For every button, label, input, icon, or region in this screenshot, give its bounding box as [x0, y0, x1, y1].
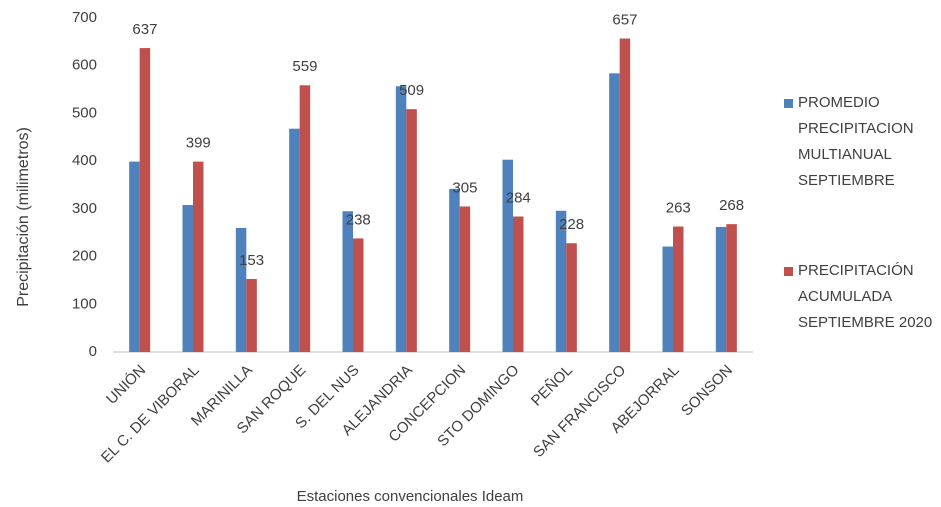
- value-label: 228: [559, 216, 584, 233]
- value-label: 268: [719, 197, 744, 214]
- bar: [555, 210, 567, 352]
- value-label: 637: [132, 21, 157, 38]
- legend-label: PROMEDIO PRECIPITACION MULTIANUAL SEPTIE…: [798, 94, 914, 189]
- x-axis-title: Estaciones convencionales Ideam: [297, 488, 524, 505]
- y-tick-label: 700: [72, 9, 97, 26]
- y-tick-label: 500: [72, 104, 97, 121]
- bar: [289, 128, 300, 352]
- value-label: 263: [666, 199, 691, 216]
- legend-label: PRECIPITACIÓN ACUMULADA SEPTIEMBRE 2020: [798, 262, 933, 331]
- bar: [299, 85, 311, 352]
- bar: [395, 86, 407, 352]
- bar: [449, 188, 460, 352]
- y-tick-label: 300: [72, 200, 97, 217]
- x-tick-label: PEÑOL: [528, 362, 576, 410]
- bar: [182, 205, 193, 352]
- bar: [139, 48, 151, 353]
- bar: [609, 73, 620, 352]
- bar: [726, 224, 737, 352]
- legend-swatch: [784, 99, 793, 108]
- value-label: 153: [239, 252, 264, 269]
- y-tick-label: 400: [72, 152, 97, 169]
- bar: [566, 243, 577, 352]
- bar: [193, 161, 204, 352]
- value-label: 238: [346, 211, 371, 228]
- bar: [715, 226, 727, 352]
- bar: [662, 246, 673, 352]
- value-label: 559: [292, 58, 317, 75]
- bar: [246, 278, 257, 352]
- y-tick-label: 200: [72, 248, 97, 265]
- value-label: 284: [506, 189, 531, 206]
- value-label: 509: [399, 82, 424, 99]
- x-tick-label: EL C. DE VIBORAL: [98, 362, 203, 467]
- bar: [619, 38, 631, 352]
- bar: [673, 226, 684, 352]
- value-label: 305: [452, 179, 477, 196]
- bar: [129, 161, 140, 352]
- value-label: 399: [186, 135, 211, 152]
- bar: [502, 159, 513, 352]
- bar: [459, 206, 471, 352]
- y-tick-label: 0: [89, 343, 97, 360]
- y-tick-label: 600: [72, 57, 97, 74]
- x-tick-label: UNIÓN: [103, 362, 149, 408]
- x-tick-label: SONSON: [678, 362, 736, 420]
- bar: [235, 227, 247, 352]
- bar: [513, 216, 524, 352]
- legend-swatch: [784, 267, 793, 276]
- y-axis-title: Precipitación (milimetros): [15, 127, 32, 307]
- bar: [342, 211, 353, 352]
- bar: [353, 238, 364, 352]
- y-tick-label: 100: [72, 295, 97, 312]
- x-tick-label: SAN FRANCISCO: [530, 362, 629, 461]
- bar: [406, 109, 417, 353]
- value-label: 657: [612, 11, 637, 28]
